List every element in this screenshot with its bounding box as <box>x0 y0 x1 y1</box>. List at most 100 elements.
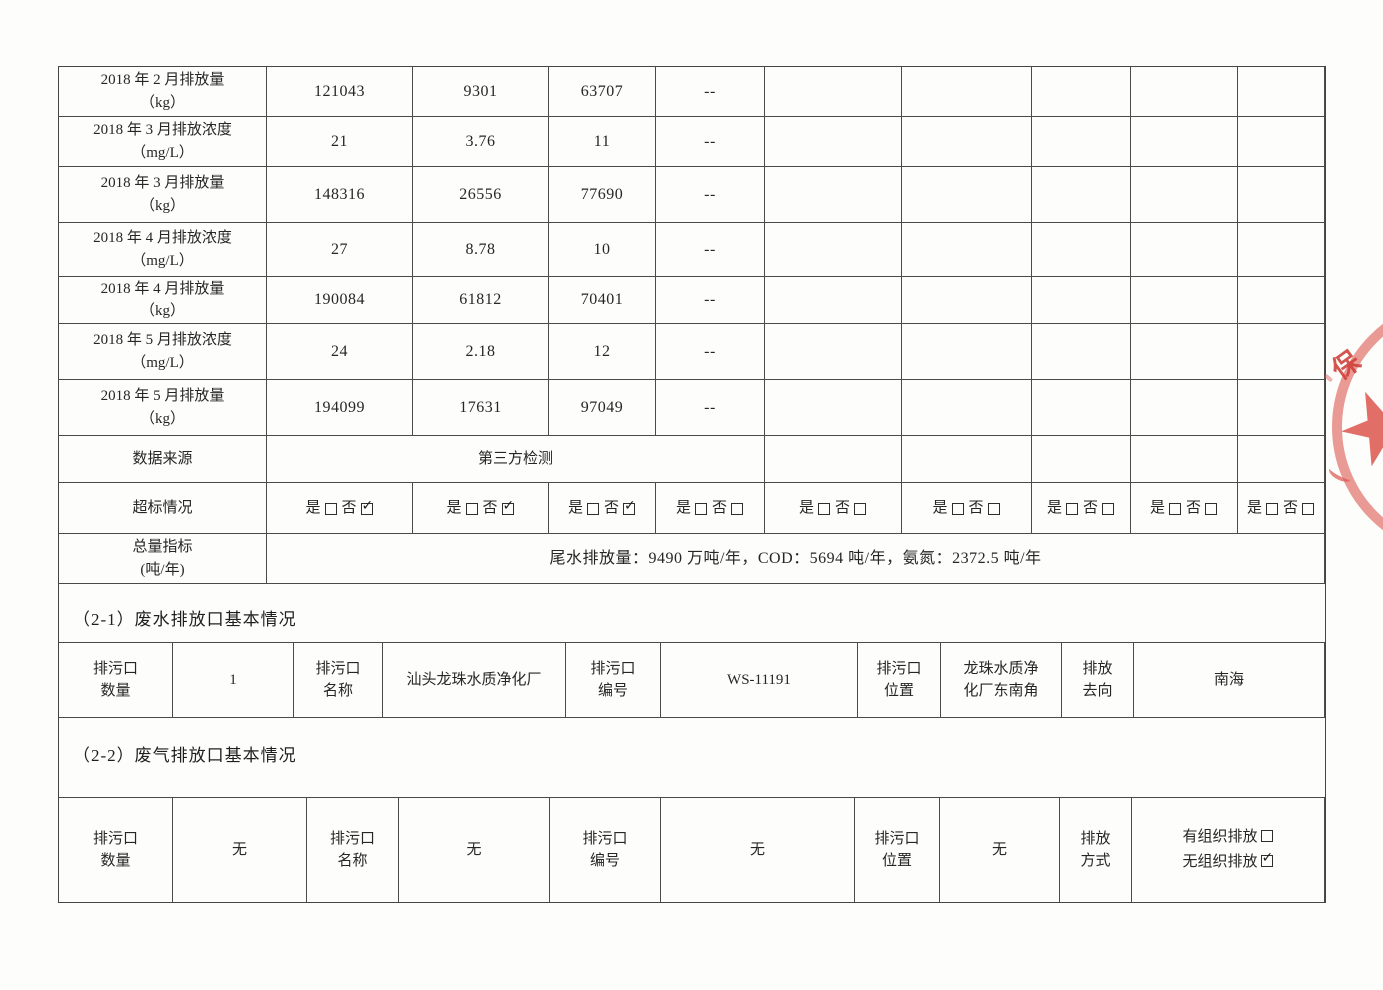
exceed-no-label: 否 <box>604 499 621 516</box>
empty-cell <box>902 223 1032 277</box>
row-label-cell: 2018 年 4 月排放浓度 （mg/L） <box>59 223 267 277</box>
no-checkbox-icon <box>1102 503 1115 515</box>
value-cell: 3.76 <box>413 117 549 167</box>
exceed-yes-label: 是 <box>675 499 692 516</box>
exceed-status-cell: 是否 <box>1238 483 1325 534</box>
empty-cell <box>1131 223 1238 277</box>
empty-cell <box>1131 117 1238 167</box>
empty-cell <box>1131 380 1238 436</box>
value-cell: 2.18 <box>413 324 549 380</box>
exceed-yes-label: 是 <box>932 499 949 516</box>
check-mark-icon: ✓ <box>1261 850 1274 866</box>
no-checkbox-icon <box>854 503 867 515</box>
exceed-no-label: 否 <box>341 499 358 516</box>
report-outer-border: 2018 年 2 月排放量 （kg） 121043 9301 63707 -- 2018 … <box>58 66 1326 903</box>
exceed-no-label: 否 <box>968 499 985 516</box>
stamp-circle-arc-icon <box>1332 297 1383 557</box>
value-cell: 148316 <box>267 167 413 223</box>
exceed-no-label: 否 <box>1283 499 1300 516</box>
field-value-cell: 无 <box>399 798 550 902</box>
field-label-cell: 排污口 编号 <box>550 798 661 902</box>
empty-cell <box>1131 436 1238 483</box>
emission-mode-label: 无组织排放 <box>1182 854 1258 870</box>
value-cell: 97049 <box>549 380 656 436</box>
checkbox-icon: ✓ <box>1260 851 1273 867</box>
exceed-status-cell: 是否 <box>1131 483 1238 534</box>
row-label-cell: 2018 年 5 月排放量 （kg） <box>59 380 267 436</box>
yes-checkbox-icon <box>587 503 599 515</box>
exceed-status-cell: 是 否 ✓ <box>413 483 549 534</box>
exceed-no-label: 否 <box>1186 499 1203 516</box>
empty-cell <box>902 277 1032 324</box>
empty-cell <box>902 436 1032 483</box>
checkbox-icon <box>1260 829 1273 842</box>
exceed-yes-label: 是 <box>1246 499 1263 516</box>
empty-cell <box>765 277 902 324</box>
emission-mode-label: 有组织排放 <box>1182 828 1258 845</box>
row-label-cell: 数据来源 <box>59 436 267 483</box>
field-value-cell: 南海 <box>1134 643 1325 718</box>
no-checkbox-icon <box>987 503 1000 515</box>
no-checkbox-icon: ✓ <box>623 499 636 515</box>
total-indicator-value-cell: 尾水排放量：9490 万吨/年，COD：5694 吨/年，氨氮：2372.5 吨… <box>267 534 1325 584</box>
empty-cell <box>1032 380 1131 436</box>
value-cell: -- <box>656 67 765 117</box>
field-label-cell: 排污口 名称 <box>307 798 399 902</box>
exceed-yes-label: 是 <box>567 499 584 516</box>
value-cell: -- <box>656 223 765 277</box>
empty-cell <box>1032 67 1131 117</box>
field-label-cell: 排放 方式 <box>1060 798 1132 902</box>
emission-mode-option: 有组织排放 <box>1182 825 1273 851</box>
empty-cell <box>1238 324 1325 380</box>
value-cell: -- <box>656 277 765 324</box>
empty-cell <box>1032 277 1131 324</box>
empty-cell <box>1131 67 1238 117</box>
yes-checkbox-icon <box>951 503 964 515</box>
value-cell: -- <box>656 167 765 223</box>
check-mark-icon: ✓ <box>624 498 637 514</box>
yes-checkbox-icon <box>818 503 830 515</box>
empty-cell <box>1238 380 1325 436</box>
empty-cell <box>1131 167 1238 223</box>
field-value-cell: 无 <box>661 798 855 902</box>
empty-cell <box>902 324 1032 380</box>
exceed-yes-label: 是 <box>1149 499 1166 516</box>
exceed-yes-label: 是 <box>1046 499 1063 516</box>
empty-cell <box>1238 223 1325 277</box>
empty-cell <box>765 117 902 167</box>
empty-cell <box>1131 277 1238 324</box>
field-label-cell: 排污口 名称 <box>294 643 383 718</box>
field-value-cell: 无 <box>940 798 1060 902</box>
empty-cell <box>765 324 902 380</box>
exceed-no-label: 否 <box>1083 499 1100 516</box>
value-cell: 63707 <box>549 67 656 117</box>
field-value-cell: WS-11191 <box>661 643 858 718</box>
stamp-character: 保 <box>1326 345 1366 386</box>
exhaust-outlet-table: 排污口 数量无排污口 名称无排污口 编号无排污口 位置无排放 方式 有组织排放 无组… <box>59 797 1325 902</box>
empty-cell <box>1032 324 1131 380</box>
value-cell: 10 <box>549 223 656 277</box>
empty-cell <box>1238 436 1325 483</box>
exceed-no-label: 否 <box>482 499 499 516</box>
section-2-1-title: （2-1）废水排放口基本情况 <box>73 610 297 629</box>
no-checkbox-icon <box>1205 503 1218 515</box>
empty-cell <box>1238 67 1325 117</box>
field-value-cell: 1 <box>173 643 294 718</box>
field-label-cell: 排污口 位置 <box>858 643 941 718</box>
exceed-yes-label: 是 <box>798 499 815 516</box>
empty-cell <box>765 223 902 277</box>
field-value-cell: 无 <box>173 798 307 902</box>
empty-cell <box>902 117 1032 167</box>
check-mark-icon: ✓ <box>502 498 516 514</box>
value-cell: 21 <box>267 117 413 167</box>
empty-cell <box>1238 117 1325 167</box>
value-cell: 11 <box>549 117 656 167</box>
value-cell: -- <box>656 324 765 380</box>
empty-cell <box>1032 223 1131 277</box>
stamp-stroke-mark <box>1326 463 1354 485</box>
data-source-value-cell: 第三方检测 <box>267 436 765 483</box>
exceed-no-label: 否 <box>835 499 852 516</box>
empty-cell <box>1032 436 1131 483</box>
empty-cell <box>1238 167 1325 223</box>
